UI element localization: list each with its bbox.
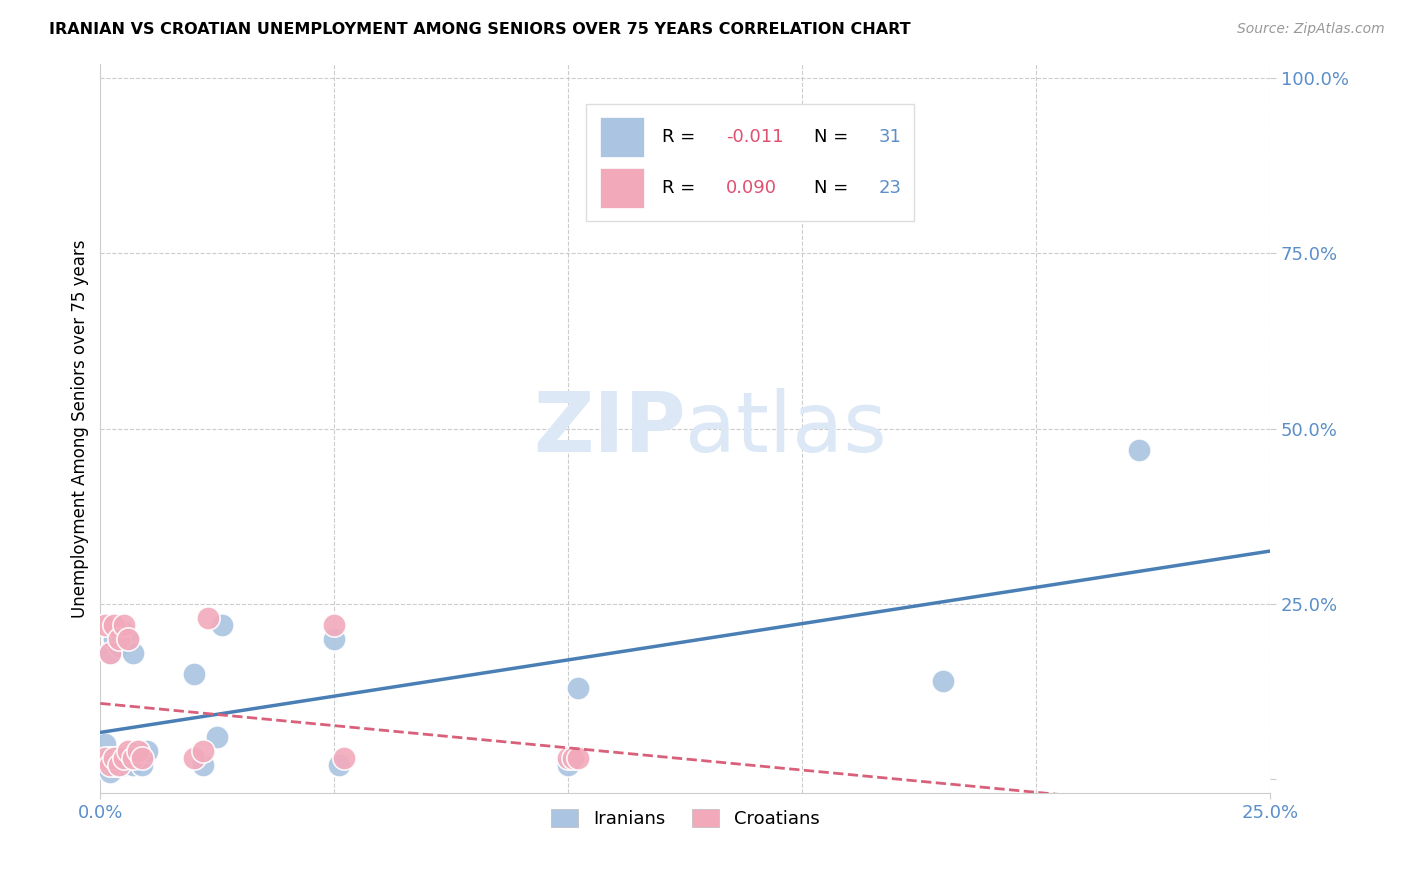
- Point: [103, 632, 125, 646]
- Point: [117, 632, 139, 646]
- Point: [323, 618, 346, 632]
- Point: [98, 758, 121, 772]
- Point: [108, 639, 131, 653]
- Point: [112, 758, 135, 772]
- Point: [94, 751, 117, 765]
- Point: [98, 646, 121, 660]
- FancyBboxPatch shape: [586, 104, 914, 221]
- Point: [332, 751, 354, 765]
- Point: [112, 751, 135, 765]
- Point: [207, 731, 229, 745]
- Point: [103, 751, 125, 765]
- Point: [197, 611, 219, 625]
- Text: ZIP: ZIP: [533, 388, 685, 469]
- Legend: Iranians, Croatians: Iranians, Croatians: [544, 802, 827, 836]
- Point: [94, 758, 117, 772]
- Point: [117, 632, 139, 646]
- Point: [131, 751, 153, 765]
- Text: N =: N =: [814, 128, 853, 146]
- Point: [183, 751, 205, 765]
- Point: [1128, 442, 1150, 457]
- Point: [112, 618, 135, 632]
- Point: [127, 751, 149, 765]
- Point: [193, 744, 215, 758]
- Point: [567, 751, 589, 765]
- Point: [211, 618, 233, 632]
- Point: [108, 758, 131, 772]
- Point: [103, 618, 125, 632]
- Point: [932, 674, 955, 689]
- Text: 31: 31: [879, 128, 901, 146]
- Text: atlas: atlas: [685, 388, 887, 469]
- Point: [127, 744, 149, 758]
- Point: [108, 632, 131, 646]
- Point: [122, 646, 145, 660]
- Y-axis label: Unemployment Among Seniors over 75 years: Unemployment Among Seniors over 75 years: [72, 239, 89, 618]
- Point: [183, 667, 205, 681]
- Point: [98, 765, 121, 780]
- Point: [103, 751, 125, 765]
- Text: 23: 23: [879, 179, 901, 197]
- Point: [562, 751, 585, 765]
- Point: [567, 681, 589, 695]
- Point: [136, 744, 159, 758]
- Point: [117, 751, 139, 765]
- Text: R =: R =: [662, 128, 702, 146]
- Text: R =: R =: [662, 179, 702, 197]
- Text: -0.011: -0.011: [727, 128, 783, 146]
- Text: 0.090: 0.090: [727, 179, 778, 197]
- Text: N =: N =: [814, 179, 853, 197]
- Point: [131, 758, 153, 772]
- Point: [103, 758, 125, 772]
- Point: [98, 751, 121, 765]
- Point: [127, 744, 149, 758]
- Point: [122, 751, 145, 765]
- Point: [117, 744, 139, 758]
- Point: [328, 758, 350, 772]
- Point: [98, 646, 121, 660]
- Point: [557, 751, 579, 765]
- FancyBboxPatch shape: [600, 117, 644, 157]
- Point: [122, 758, 145, 772]
- Point: [94, 751, 117, 765]
- Point: [193, 758, 215, 772]
- Point: [108, 758, 131, 772]
- Point: [94, 737, 117, 751]
- Text: Source: ZipAtlas.com: Source: ZipAtlas.com: [1237, 22, 1385, 37]
- Point: [94, 618, 117, 632]
- Point: [112, 625, 135, 640]
- Point: [323, 632, 346, 646]
- Text: IRANIAN VS CROATIAN UNEMPLOYMENT AMONG SENIORS OVER 75 YEARS CORRELATION CHART: IRANIAN VS CROATIAN UNEMPLOYMENT AMONG S…: [49, 22, 911, 37]
- Point: [557, 758, 579, 772]
- FancyBboxPatch shape: [600, 168, 644, 208]
